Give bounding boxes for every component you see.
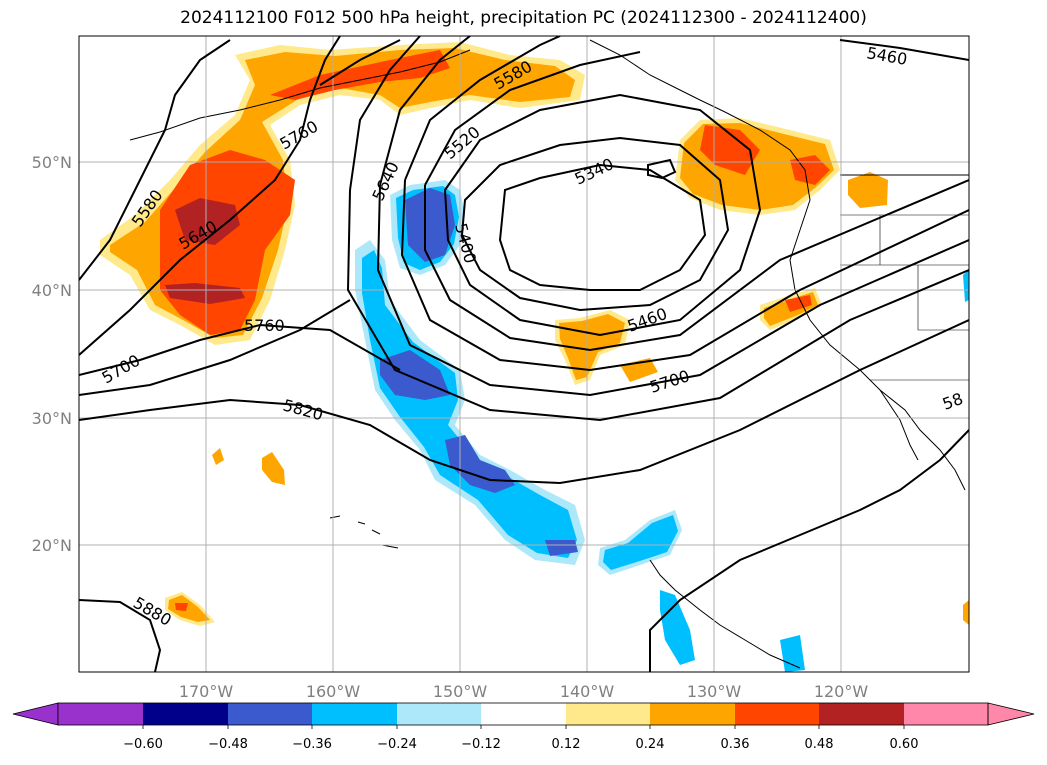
contour-5580-w: [79, 39, 231, 281]
colorbar: −0.60 −0.48 −0.36 −0.24 −0.12 0.12 0.24 …: [12, 702, 1035, 752]
precip-neg-band-2: [362, 250, 577, 558]
contour-5700-w: [79, 323, 401, 376]
precip-neg-band-3: [380, 350, 450, 400]
lon-label: 170°W: [179, 682, 234, 701]
lon-label: 150°W: [433, 682, 488, 701]
contour-5640-w: [79, 36, 341, 356]
state-lines: [840, 214, 969, 331]
plot-area: [79, 36, 969, 672]
lat-label: 40°N: [32, 281, 72, 300]
gridlines: [79, 36, 969, 672]
colorbar-extend-low: [12, 702, 59, 726]
colorbar-swatch: [481, 703, 566, 725]
colorbar-tick-label: 0.36: [721, 737, 750, 752]
contour-label: 5760: [244, 316, 285, 335]
lon-label: 120°W: [814, 682, 869, 701]
alaska-coast: [589, 39, 811, 231]
aleutians: [129, 49, 471, 141]
colorbar-tick-label: 0.48: [805, 737, 834, 752]
lat-label: 30°N: [32, 409, 72, 428]
precip-pos-can: [848, 172, 888, 208]
precip-pos-south-3: [175, 603, 188, 611]
colorbar-swatch: [312, 703, 397, 725]
precip-pos-small: [212, 448, 224, 465]
colorbar-swatch: [143, 703, 228, 725]
contour-5760-inner: [319, 39, 401, 86]
height-contours: [79, 36, 969, 672]
precip-neg-east-2: [603, 515, 678, 570]
precip-pos-west-4b: [165, 283, 245, 304]
contour-5700: [349, 36, 421, 191]
lon-label: 160°W: [306, 682, 361, 701]
colorbar-swatch: [735, 703, 819, 725]
colorbar-tick-label: −0.12: [461, 737, 501, 752]
colorbar-frame: [57, 702, 989, 726]
colorbar-ticks: [142, 725, 905, 729]
longitude-labels: 170°W 160°W 150°W 140°W 130°W 120°W: [179, 682, 869, 701]
precip-pos-hawaii-n: [262, 452, 285, 485]
contour-5700-lower: [346, 189, 969, 422]
contour-5400: [460, 136, 730, 312]
colorbar-swatch: [397, 703, 481, 725]
colorbar-swatch: [228, 703, 312, 725]
hawaii: [329, 515, 399, 549]
precip-neg-band-3c: [545, 540, 578, 556]
contour-5460-ne: [839, 39, 969, 61]
colorbar-swatch: [566, 703, 650, 725]
colorbar-tick-label: −0.24: [377, 737, 417, 752]
colorbar-extend-high: [987, 702, 1035, 726]
colorbar-tick-label: 0.12: [552, 737, 581, 752]
colorbar-tick-label: 0.60: [890, 737, 919, 752]
contour-5460-a: [443, 93, 762, 337]
lat-label: 50°N: [32, 153, 72, 172]
lon-label: 140°W: [560, 682, 615, 701]
contour-5640-lower: [376, 184, 969, 397]
precip-neg-upper-3: [405, 188, 455, 262]
mexico-coast: [649, 559, 801, 669]
contour-5520-lower: [424, 179, 969, 352]
precip-neg-band-3b: [445, 435, 515, 493]
latitude-labels: 50°N 40°N 30°N 20°N: [32, 153, 72, 555]
contour-5520: [424, 51, 641, 186]
contour-5580: [404, 36, 561, 181]
map-title: 2024112100 F012 500 hPa height, precipit…: [180, 8, 867, 28]
contour-5820: [79, 319, 969, 485]
colorbar-swatch: [650, 703, 735, 725]
colorbar-swatch: [904, 703, 988, 725]
colorbar-tick-label: −0.48: [208, 737, 248, 752]
precip-neg-east-3: [660, 590, 695, 665]
colorbar-swatch: [58, 703, 143, 725]
precip-neg-east-4: [780, 635, 805, 672]
contour-small-loop: [647, 158, 677, 180]
precip-pos-south-2: [168, 595, 210, 622]
colorbar-tick-label: −0.60: [123, 737, 163, 752]
plot-frame: [78, 35, 970, 673]
colorbar-tick-label: −0.36: [292, 737, 332, 752]
lat-label: 20°N: [32, 536, 72, 555]
contour-5880-e: [649, 429, 969, 672]
precip-neg-band: [355, 240, 585, 565]
contour-5760-w: [79, 299, 351, 396]
contour-5580-lower: [400, 179, 969, 372]
precip-neg-edge: [963, 270, 969, 302]
contour-5880: [79, 599, 162, 672]
precip-pos-west-4: [175, 198, 240, 245]
baja: [879, 389, 919, 461]
coastlines: [129, 39, 969, 669]
contour-5640: [379, 36, 471, 186]
colorbar-tick-label: 0.24: [636, 737, 665, 752]
precip-pos-edge: [963, 600, 969, 625]
precip-pos-ca-3: [785, 295, 812, 312]
lon-label: 130°W: [687, 682, 742, 701]
colorbar-swatch: [819, 703, 904, 725]
contour-5340: [498, 163, 707, 291]
